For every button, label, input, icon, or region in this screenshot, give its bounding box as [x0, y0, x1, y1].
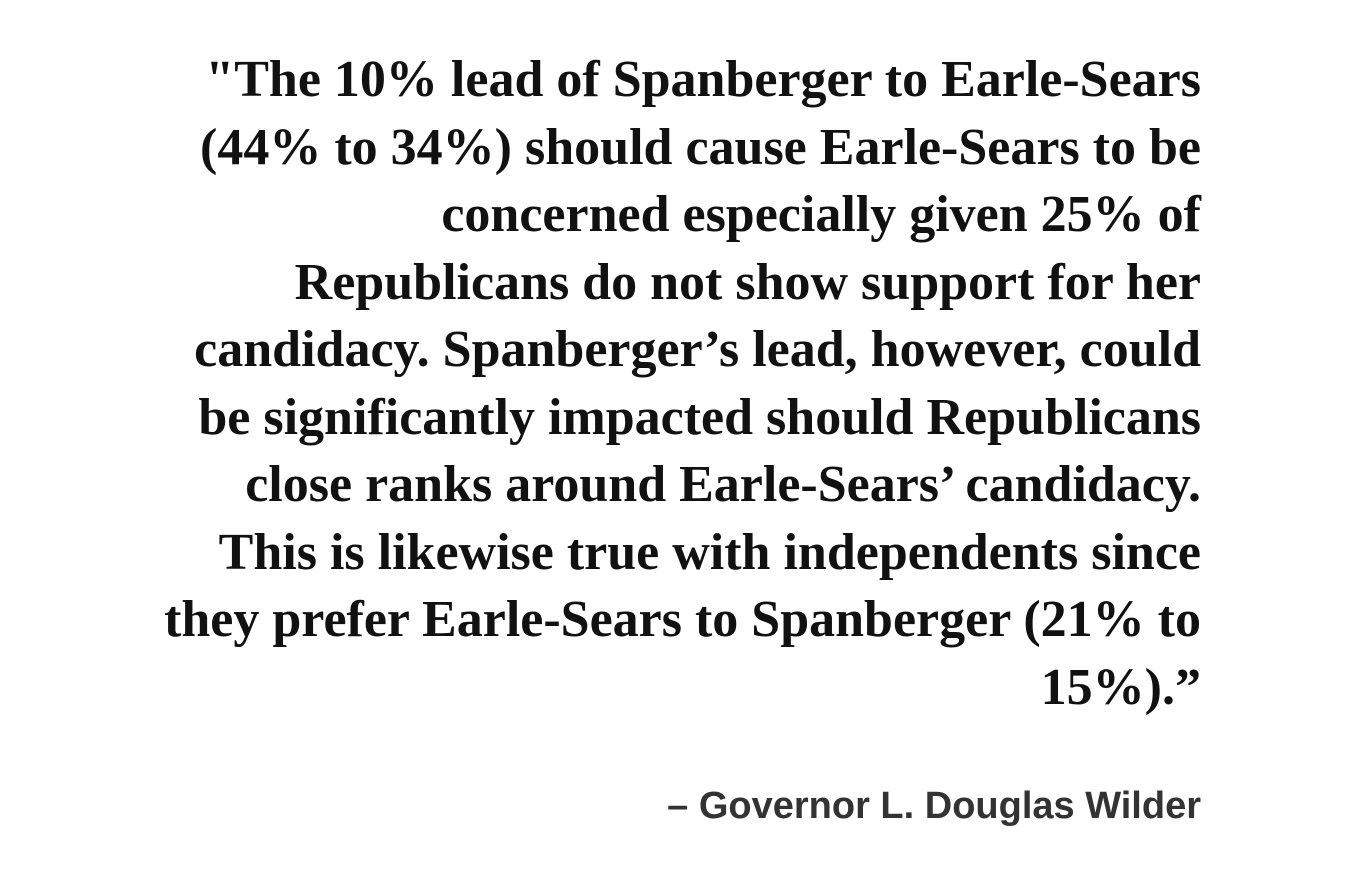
attribution: – Governor L. Douglas Wilder [667, 785, 1201, 827]
quote-line: candidacy. Spanberger’s lead, however, c… [194, 321, 1201, 378]
quote-line: This is likewise true with independents … [218, 523, 1201, 581]
quote-line: 15%).” [1040, 658, 1201, 716]
quote-line: they prefer Earle-Sears to Spanberger (2… [164, 591, 1201, 648]
quote-line: concerned especially given 25% of [441, 186, 1201, 243]
quote-line: be significantly impacted should Republi… [198, 388, 1201, 446]
quote-line: "The 10% lead of Spanberger to Earle-Sea… [205, 51, 1201, 108]
quote: "The 10% lead of Spanberger to Earle-Sea… [0, 46, 1201, 721]
quote-line: (44% to 34%) should cause Earle-Sears to… [200, 118, 1201, 176]
quote-line: Republicans do not show support for her [294, 253, 1201, 311]
quote-line: close ranks around Earle-Sears’ candidac… [245, 456, 1201, 513]
